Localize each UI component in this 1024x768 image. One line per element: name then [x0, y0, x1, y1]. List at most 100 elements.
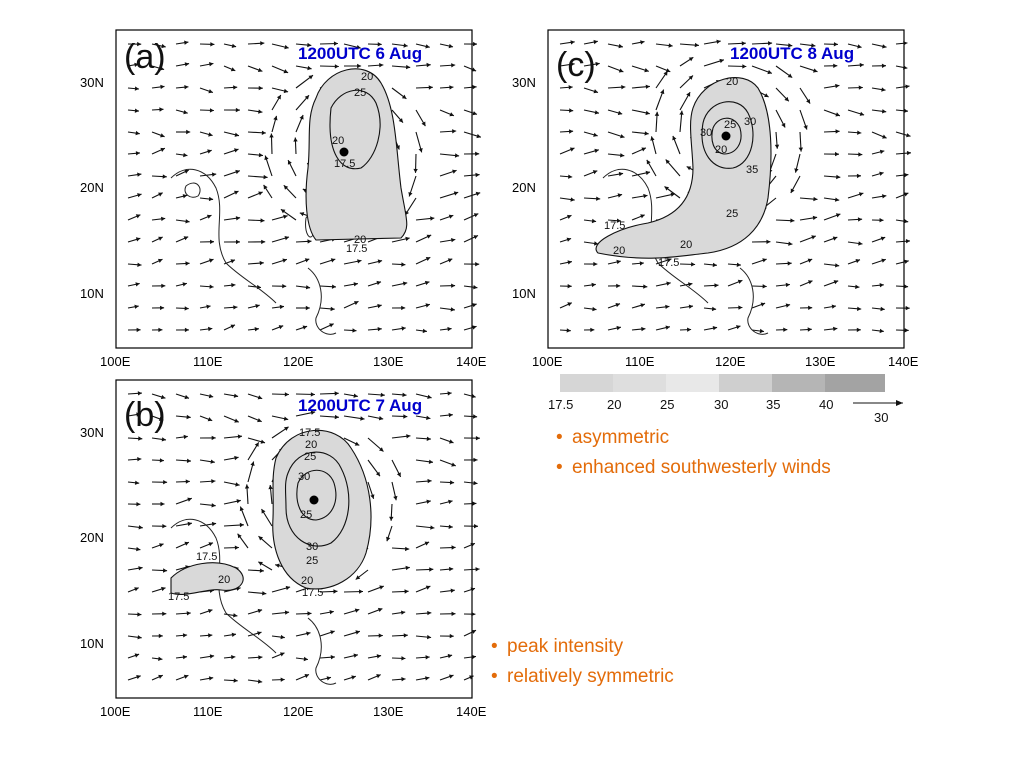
wind-vector-arrowhead [618, 43, 623, 49]
typhoon-center [339, 147, 349, 157]
wind-vector-arrowhead [882, 194, 887, 199]
wind-vector-arrowhead [136, 546, 141, 552]
wind-vector-arrowhead [331, 284, 336, 289]
wind-vector-arrowhead [261, 130, 266, 135]
wind-vector-arrowhead [426, 499, 431, 504]
contour-label: 30 [700, 127, 712, 139]
wind-vector-arrowhead [451, 63, 456, 68]
wind-vector-arrowhead [159, 107, 164, 112]
lat-label: 30N [80, 75, 104, 90]
wind-vector-arrowhead [230, 324, 235, 329]
wind-vector-arrowhead [736, 262, 741, 267]
wind-vector-arrowhead [882, 109, 887, 114]
wind-vector-arrowhead [879, 149, 885, 154]
wind-vector-arrowhead [470, 587, 475, 592]
wind-vector-arrowhead [905, 239, 910, 244]
wind-vector-arrowhead [158, 633, 163, 639]
wind-vector-arrowhead [233, 678, 238, 683]
wind-vector-arrowhead [183, 674, 189, 679]
wind-vector-arrowhead [425, 676, 430, 681]
wind-vector-arrowhead [257, 631, 262, 636]
wind-vector-arrowhead [906, 150, 911, 156]
wind-vector-arrowhead [430, 525, 435, 530]
wind-vector-arrowhead [447, 326, 452, 332]
wind-vector-arrowhead [471, 67, 477, 72]
wind-vector-arrowhead [376, 674, 381, 679]
wind-vector-arrowhead [236, 239, 240, 245]
wind-vector-arrowhead [329, 610, 334, 615]
wind-vector-arrowhead [235, 169, 240, 175]
wind-vector-arrowhead [158, 327, 163, 333]
wind-vector-arrowhead [233, 85, 238, 90]
contour-label: 20 [301, 575, 313, 587]
wind-vector-arrowhead [162, 174, 167, 179]
wind-vector-arrowhead [135, 214, 141, 219]
contour-line [296, 469, 337, 521]
contour-label: 20 [354, 234, 366, 246]
wind-vector-arrowhead [183, 236, 189, 241]
wind-vector-arrowhead [833, 63, 838, 68]
wind-vector-arrowhead [159, 458, 164, 463]
panel-a: 20 25 20 17.5 20 17.5 (a) 1200UTC 6 Aug … [76, 28, 496, 369]
wind-vector-arrowhead [239, 506, 244, 512]
wind-vector-arrowhead [231, 632, 236, 637]
wind-vector-arrowhead [452, 169, 457, 174]
wind-vector-arrowhead [135, 237, 141, 242]
wind-vector-arrowhead [208, 542, 213, 547]
wind-vector-arrowhead [759, 328, 764, 334]
wind-vector-arrowhead [667, 258, 672, 263]
wind-vector-arrowhead [184, 541, 189, 546]
panel-letter: (a) [124, 38, 166, 76]
wind-vector-arrowhead [184, 85, 189, 90]
wind-vector-arrowhead [333, 41, 338, 46]
wind-vector-arrowhead [855, 284, 860, 289]
wind-vector-arrowhead [206, 214, 212, 219]
wind-vector-arrowhead [354, 301, 359, 306]
wind-vector-arrowhead [808, 280, 813, 285]
wind-vector-arrowhead [766, 239, 771, 244]
lon-label: 120E [283, 704, 314, 719]
wind-vector-arrowhead [570, 40, 575, 45]
wind-vector-arrowhead [449, 674, 454, 679]
wind-vector-arrowhead [813, 196, 818, 202]
wind-vector-arrowhead [377, 303, 382, 309]
wind-vector-arrowhead [616, 283, 621, 289]
wind-vector-arrowhead [208, 132, 213, 137]
wind-vector-arrowhead [134, 62, 139, 67]
wind-vector-arrowhead [640, 303, 645, 308]
wind-vector-arrowhead [787, 261, 792, 266]
wind-vector-arrowhead [160, 501, 165, 507]
contour-label: 17.5 [604, 220, 625, 232]
wind-vector-arrowhead [665, 304, 670, 309]
contour-label: 17.5 [346, 243, 367, 255]
lat-label: 20N [512, 180, 536, 195]
wind-vector-arrowhead [377, 259, 383, 264]
wind-vector-arrowhead [263, 174, 268, 180]
wind-vector-arrowhead [451, 545, 456, 550]
wind-vector-arrowhead [230, 67, 236, 72]
wind-vector-arrowhead [356, 45, 361, 50]
wind-vector-arrowhead [278, 325, 284, 330]
wind-vector-arrowhead [235, 482, 240, 487]
wind-vector-arrowhead [856, 173, 861, 179]
wind-vector-arrowhead [788, 241, 793, 246]
wind-vector-arrowhead [161, 43, 166, 49]
lon-label: 130E [373, 354, 404, 369]
wind-vector-arrowhead [211, 435, 216, 441]
wind-vector-arrowhead [378, 633, 383, 638]
wind-vector-arrowhead [209, 62, 214, 67]
wind-vector-arrowhead [879, 218, 884, 223]
wind-vector-arrowhead [688, 282, 693, 287]
wind-speed-shading [305, 68, 408, 241]
wind-vector-arrowhead [183, 434, 188, 440]
wind-vector-arrowhead [714, 283, 719, 288]
wind-vector-arrowhead [616, 218, 621, 223]
wind-vector-arrowhead [903, 65, 908, 70]
wind-vector-arrowhead [276, 95, 281, 100]
wind-vector-arrowhead [134, 587, 139, 592]
wind-vector-arrowhead [257, 418, 262, 423]
wind-vector-arrowhead [639, 261, 644, 266]
wind-vector-arrowhead [617, 110, 623, 116]
wind-vector-arrowhead [237, 434, 242, 439]
typhoon-center [721, 131, 731, 141]
